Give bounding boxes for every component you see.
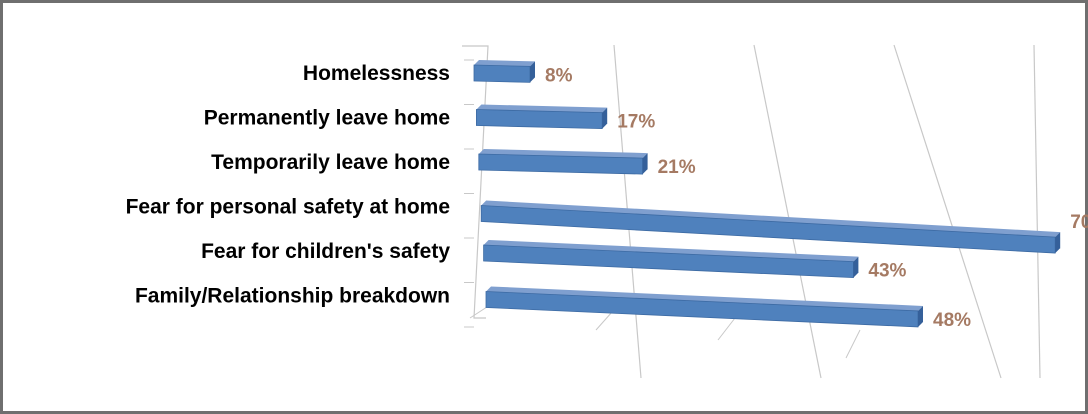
data-label: 21% bbox=[658, 157, 696, 178]
bar-end bbox=[1055, 232, 1061, 254]
category-label: Temporarily leave home bbox=[211, 151, 450, 174]
gridlines bbox=[462, 44, 1041, 379]
category-axis bbox=[462, 45, 489, 319]
bar-end bbox=[853, 256, 859, 278]
gridline-60 bbox=[893, 44, 1002, 379]
bar-top bbox=[478, 149, 648, 159]
bars bbox=[473, 60, 1061, 328]
category-label: Family/Relationship breakdown bbox=[135, 285, 450, 308]
labels: Homelessness 8% Permanently leave home 17% T… bbox=[126, 62, 1088, 331]
bar-top bbox=[483, 240, 859, 262]
bar-top bbox=[476, 104, 608, 113]
floor-tick bbox=[845, 329, 861, 359]
data-label: 8% bbox=[545, 65, 573, 86]
bar-0 bbox=[473, 64, 531, 83]
bar-top bbox=[481, 200, 1061, 238]
bar-end bbox=[642, 153, 648, 175]
data-label: 48% bbox=[933, 310, 971, 331]
floor-tick bbox=[595, 311, 613, 331]
category-label: Homelessness bbox=[303, 62, 450, 85]
bar-top bbox=[486, 286, 923, 311]
bar-end bbox=[918, 305, 923, 327]
gridline-80 bbox=[1033, 44, 1041, 379]
category-label: Permanently leave home bbox=[204, 107, 450, 130]
floor-tick bbox=[717, 317, 736, 341]
bar-end bbox=[602, 107, 608, 129]
gridline-40 bbox=[753, 44, 822, 379]
bar-end bbox=[530, 61, 535, 83]
data-label: 43% bbox=[868, 261, 906, 282]
category-label: Fear for children's safety bbox=[201, 240, 450, 263]
data-label: 17% bbox=[617, 112, 655, 133]
data-label: 70% bbox=[1070, 212, 1088, 233]
bar-top bbox=[474, 60, 535, 67]
bar-1 bbox=[475, 109, 603, 130]
category-label: Fear for personal safety at home bbox=[126, 196, 450, 219]
